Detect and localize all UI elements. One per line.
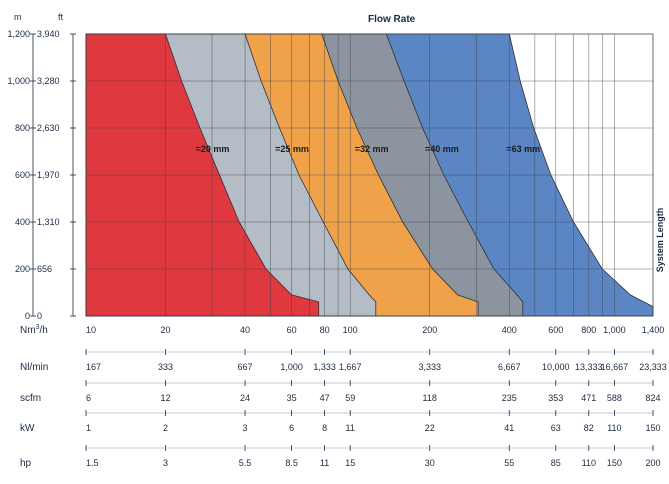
scale-name: Nl/min [20,362,48,373]
scale-value: 824 [645,393,660,403]
scale-value: 200 [645,458,660,468]
scale-value: 11 [346,423,355,433]
scale-value: 20 [161,325,171,335]
scale-value: 1,000 [603,325,626,335]
scale-value: 10 [86,325,96,335]
scale-value: 588 [607,393,622,403]
scale-value: 23,333 [639,362,667,372]
scale-name: hp [20,458,32,469]
scale-value: 24 [240,393,250,403]
scale-value: 1 [86,423,91,433]
chart-title: Flow Rate [368,14,416,25]
y-tick-label-ft: 656 [37,264,52,274]
scale-value: 55 [504,458,514,468]
scale-value: 100 [343,325,358,335]
y-tick-label-m: 1,000 [7,76,30,86]
scale-value: 1,400 [642,325,665,335]
band-label: =32 mm [355,144,389,154]
scale-value: 41 [504,423,514,433]
scale-value: 118 [423,393,437,403]
y-tick-label-ft: 1,970 [37,170,60,180]
scale-value: 35 [287,393,297,403]
scale-value: 60 [287,325,297,335]
y-axis-unit-ft: ft [58,12,64,22]
right-axis-label: System Length [655,208,665,273]
scale-value: 8 [322,423,327,433]
y-tick-label-ft: 3,940 [37,29,60,39]
scale-value: 15 [345,458,355,468]
scale-value: 63 [551,423,561,433]
band-label: =20 mm [196,144,230,154]
scale-value: 600 [548,325,563,335]
scale-name: scfm [20,393,41,404]
plot-frame [85,33,654,317]
band-label: =40 mm [425,144,459,154]
y-tick-label-m: 1,200 [7,29,30,39]
scale-value: 6 [86,393,91,403]
scale-value: 1,333 [313,362,336,372]
scale-value: 2 [163,423,168,433]
scale-value: 150 [645,423,660,433]
scale-value: 167 [86,362,101,372]
scale-value: 353 [548,393,563,403]
band-label: =63 mm [506,144,540,154]
scale-value: 235 [502,393,517,403]
scale-value: 3 [243,423,248,433]
scale-value: 6,667 [498,362,521,372]
scale-value: 40 [240,325,250,335]
scale-value: 3 [163,458,168,468]
scale-value: 110 [582,458,596,468]
scale-value: 1,000 [280,362,303,372]
y-tick-label-m: 0 [25,311,30,321]
scale-value: 110 [607,423,621,433]
scale-value: 22 [425,423,435,433]
y-tick-label-ft: 1,310 [37,217,60,227]
scale-value: 200 [422,325,437,335]
y-tick-label-ft: 2,630 [37,123,60,133]
scale-name: kW [20,423,35,434]
y-tick-label-m: 200 [15,264,30,274]
scale-value: 800 [581,325,596,335]
y-tick-label-m: 600 [15,170,30,180]
scale-value: 471 [581,393,596,403]
scale-value: 16,667 [601,362,629,372]
scale-value: 80 [320,325,330,335]
scale-value: 333 [158,362,173,372]
scale-value: 400 [502,325,517,335]
scale-value: 59 [345,393,355,403]
scale-value: 11 [320,458,329,468]
scale-value: 82 [584,423,594,433]
scale-value: 30 [425,458,435,468]
scale-name: Nm3/h [20,324,48,336]
scale-value: 6 [289,423,294,433]
scale-value: 12 [161,393,171,403]
y-tick-label-m: 800 [15,123,30,133]
scale-value: 8.5 [285,458,298,468]
scale-value: 5.5 [239,458,252,468]
scale-value: 1.5 [86,458,99,468]
scale-value: 47 [320,393,330,403]
scale-value: 150 [607,458,622,468]
y-tick-label-ft: 0 [37,311,42,321]
y-tick-label-m: 400 [15,217,30,227]
scale-value: 13,333 [575,362,603,372]
y-axis-unit-m: m [14,12,22,22]
scale-value: 3,333 [418,362,441,372]
scale-value: 85 [551,458,561,468]
scale-value: 1,667 [339,362,362,372]
scale-value: 10,000 [542,362,570,372]
scale-value: 667 [238,362,253,372]
y-tick-label-ft: 3,280 [37,76,60,86]
band-label: =25 mm [275,144,309,154]
